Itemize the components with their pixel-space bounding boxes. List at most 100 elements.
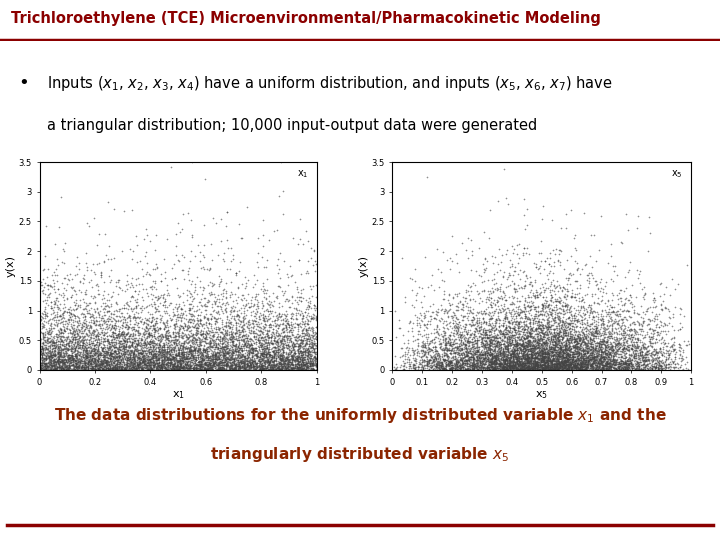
Point <box>238 353 250 361</box>
Point <box>127 351 138 360</box>
Point <box>238 312 249 320</box>
Point <box>670 360 681 369</box>
Point <box>676 323 688 332</box>
Point <box>458 335 469 343</box>
Point <box>69 345 81 353</box>
Point <box>540 357 552 366</box>
Point <box>537 356 549 365</box>
Point <box>546 338 557 347</box>
Point <box>105 350 117 359</box>
Point <box>66 337 77 346</box>
Point <box>662 364 674 373</box>
Point <box>140 323 151 332</box>
Point <box>93 329 104 338</box>
Point <box>85 358 96 367</box>
Point <box>114 352 125 361</box>
Point <box>436 357 447 366</box>
Point <box>232 345 243 354</box>
Point <box>236 358 248 367</box>
Point <box>240 355 251 363</box>
Point <box>219 336 230 345</box>
Point <box>548 329 559 338</box>
Point <box>148 349 159 357</box>
Point <box>503 356 514 364</box>
Point <box>531 290 542 299</box>
Point <box>304 347 315 355</box>
Point <box>79 365 91 374</box>
Point <box>528 341 539 349</box>
Point <box>446 359 457 367</box>
Point <box>63 351 75 360</box>
Point <box>545 300 557 309</box>
Point <box>192 289 203 298</box>
Point <box>173 357 184 366</box>
Point <box>461 348 472 356</box>
Point <box>485 315 497 323</box>
Point <box>613 365 624 374</box>
Point <box>53 343 64 352</box>
Point <box>229 364 240 373</box>
Point <box>300 364 311 373</box>
Point <box>307 357 319 366</box>
Point <box>199 360 211 369</box>
Point <box>423 330 434 339</box>
Point <box>133 322 145 331</box>
Point <box>282 365 294 374</box>
Point <box>218 349 230 358</box>
Point <box>305 354 316 362</box>
Point <box>103 314 114 322</box>
Point <box>272 339 284 348</box>
Point <box>61 353 73 361</box>
Point <box>197 328 209 337</box>
Point <box>124 335 135 343</box>
Point <box>547 364 559 373</box>
Point <box>238 314 249 323</box>
Point <box>279 320 291 329</box>
Point <box>58 359 70 367</box>
Point <box>286 313 297 322</box>
Point <box>302 356 314 365</box>
Point <box>187 366 199 374</box>
Point <box>273 357 284 366</box>
Point <box>489 351 500 360</box>
Point <box>431 365 443 374</box>
Point <box>643 325 654 333</box>
Point <box>558 325 570 334</box>
Point <box>419 340 431 349</box>
Point <box>179 322 191 330</box>
Point <box>474 314 485 323</box>
Point <box>53 223 65 232</box>
Point <box>181 354 193 363</box>
Point <box>199 342 210 350</box>
Point <box>310 361 321 370</box>
Point <box>109 364 121 373</box>
Point <box>524 322 536 330</box>
Point <box>299 347 310 355</box>
Point <box>540 342 552 350</box>
Point <box>100 357 112 366</box>
Point <box>83 360 94 369</box>
Point <box>300 340 311 349</box>
Point <box>106 349 117 357</box>
Point <box>74 295 86 304</box>
Point <box>546 356 558 365</box>
Point <box>66 345 77 354</box>
Point <box>189 306 200 315</box>
Point <box>137 352 148 360</box>
Point <box>243 352 255 361</box>
Point <box>276 337 288 346</box>
Point <box>595 357 606 366</box>
Point <box>521 350 532 359</box>
Point <box>202 362 214 370</box>
Point <box>441 339 452 347</box>
Point <box>154 338 166 346</box>
Point <box>543 366 554 374</box>
Point <box>560 273 572 282</box>
Point <box>308 335 320 343</box>
Point <box>555 330 567 339</box>
Point <box>418 364 429 373</box>
Point <box>660 345 672 354</box>
Point <box>600 365 611 374</box>
Point <box>302 256 314 265</box>
Point <box>529 341 541 350</box>
